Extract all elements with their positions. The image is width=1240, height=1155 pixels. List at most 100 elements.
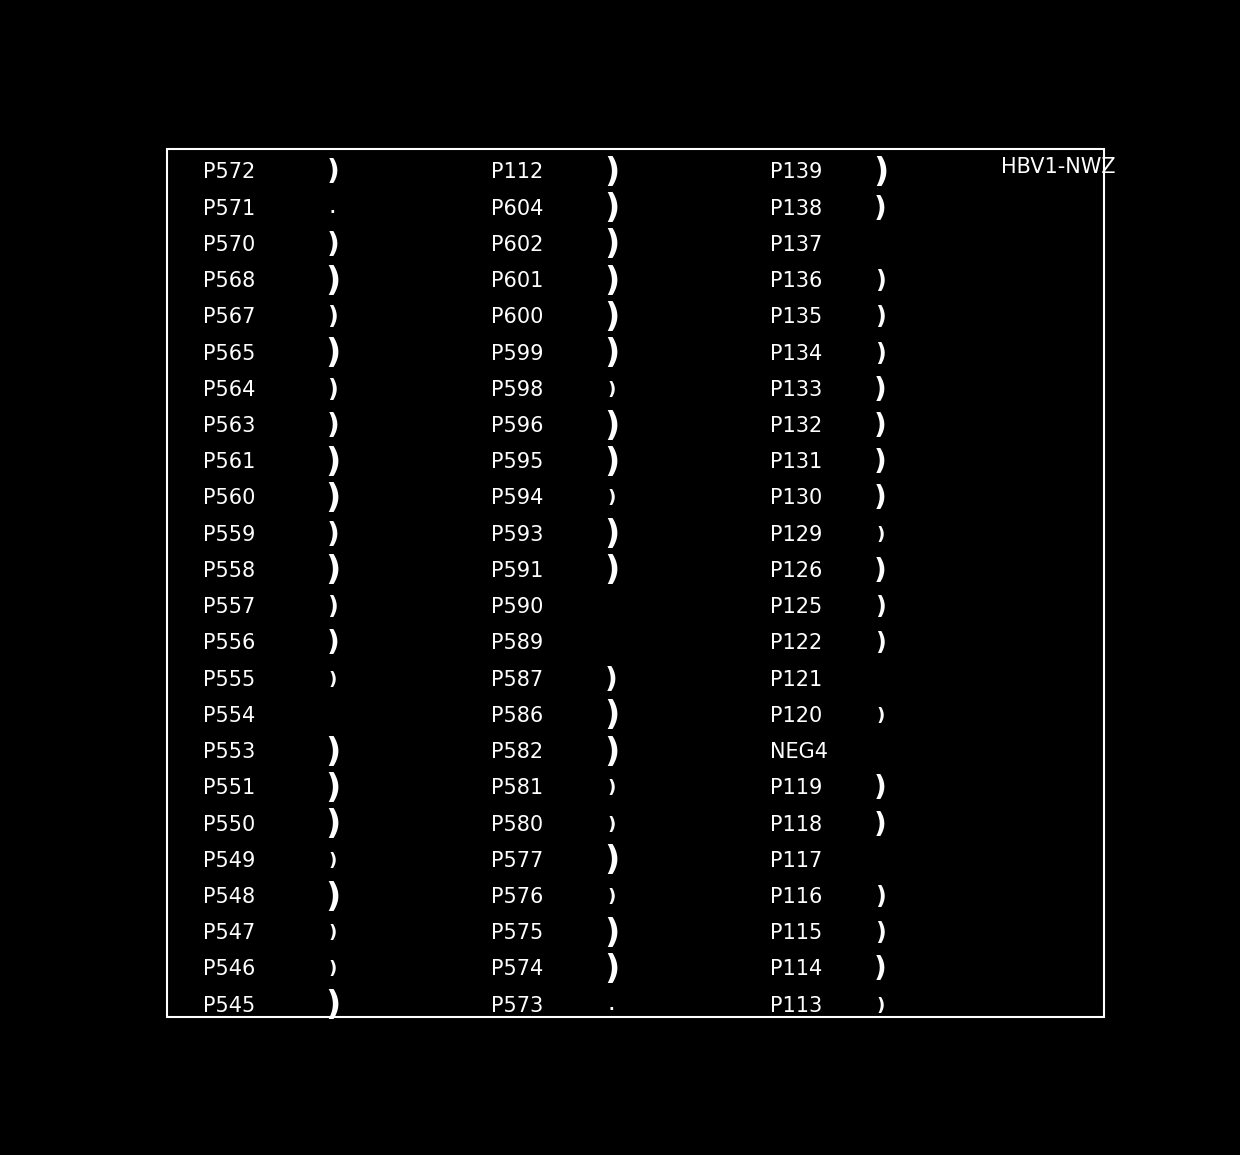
Text: P591: P591 — [491, 561, 543, 581]
Text: ): ) — [329, 851, 337, 870]
Text: .: . — [330, 201, 336, 216]
Text: P134: P134 — [770, 343, 822, 364]
Text: P548: P548 — [203, 887, 255, 907]
Text: P557: P557 — [203, 597, 255, 617]
Text: P129: P129 — [770, 524, 822, 545]
Text: P117: P117 — [770, 851, 822, 871]
Text: P132: P132 — [770, 416, 822, 437]
Text: ): ) — [608, 780, 615, 797]
Text: P575: P575 — [491, 923, 543, 944]
Text: ): ) — [877, 526, 884, 544]
Text: P596: P596 — [491, 416, 544, 437]
Text: ): ) — [326, 521, 340, 549]
Text: P568: P568 — [203, 271, 255, 291]
Text: P571: P571 — [203, 199, 255, 218]
Text: ): ) — [875, 342, 885, 365]
Text: ): ) — [325, 446, 341, 478]
Text: ): ) — [608, 381, 615, 398]
Text: ): ) — [327, 305, 339, 329]
Text: ): ) — [325, 264, 341, 298]
Text: ): ) — [325, 880, 341, 914]
Text: ): ) — [604, 264, 619, 298]
Text: P546: P546 — [203, 960, 255, 979]
Text: P118: P118 — [770, 814, 822, 835]
Text: ): ) — [875, 632, 885, 655]
Text: P570: P570 — [203, 234, 255, 255]
Text: P580: P580 — [491, 814, 543, 835]
Text: ): ) — [326, 412, 340, 440]
Text: ): ) — [326, 629, 340, 657]
Text: P551: P551 — [203, 778, 255, 798]
Text: P545: P545 — [203, 996, 255, 1015]
Text: ): ) — [604, 554, 619, 588]
Text: P130: P130 — [770, 489, 822, 508]
Text: ): ) — [325, 989, 341, 1022]
Text: ): ) — [608, 815, 615, 834]
Text: P558: P558 — [203, 561, 255, 581]
Text: P550: P550 — [203, 814, 255, 835]
Text: P555: P555 — [203, 670, 255, 690]
Text: P601: P601 — [491, 271, 543, 291]
Text: P135: P135 — [770, 307, 822, 327]
Text: P126: P126 — [770, 561, 822, 581]
Text: ): ) — [873, 156, 888, 189]
Text: HBV1-NWZ: HBV1-NWZ — [1001, 157, 1115, 177]
Text: P131: P131 — [770, 453, 822, 472]
Text: P587: P587 — [491, 670, 543, 690]
Text: ): ) — [604, 736, 619, 768]
Text: ): ) — [874, 412, 887, 440]
Text: ): ) — [604, 953, 619, 986]
Text: P112: P112 — [491, 163, 543, 182]
Text: ): ) — [604, 300, 619, 334]
Text: P125: P125 — [770, 597, 822, 617]
Text: ): ) — [874, 484, 887, 513]
Text: ): ) — [326, 158, 340, 186]
Text: P136: P136 — [770, 271, 822, 291]
Text: P115: P115 — [770, 923, 822, 944]
Text: ): ) — [325, 772, 341, 805]
Text: P572: P572 — [203, 163, 255, 182]
Text: ): ) — [327, 595, 339, 619]
Text: ): ) — [608, 490, 615, 507]
Text: ): ) — [329, 671, 337, 688]
Text: P138: P138 — [770, 199, 822, 218]
Text: ): ) — [604, 337, 619, 370]
Text: ): ) — [326, 231, 340, 259]
Text: ): ) — [604, 917, 619, 949]
Text: P561: P561 — [203, 453, 255, 472]
Text: P594: P594 — [491, 489, 543, 508]
Text: P604: P604 — [491, 199, 543, 218]
Text: ): ) — [874, 557, 887, 584]
Text: P565: P565 — [203, 343, 255, 364]
Text: ): ) — [874, 774, 887, 803]
Text: P554: P554 — [203, 706, 255, 725]
Text: ): ) — [325, 554, 341, 588]
Text: ): ) — [604, 519, 619, 551]
Text: ): ) — [877, 997, 884, 1015]
Text: P593: P593 — [491, 524, 543, 545]
Text: P574: P574 — [491, 960, 543, 979]
Text: ): ) — [604, 192, 619, 225]
Text: P113: P113 — [770, 996, 822, 1015]
Text: ): ) — [608, 888, 615, 906]
Text: ): ) — [875, 269, 885, 293]
Text: ): ) — [874, 955, 887, 984]
Text: ): ) — [327, 378, 339, 402]
Text: P598: P598 — [491, 380, 543, 400]
Text: P589: P589 — [491, 633, 543, 654]
Text: P553: P553 — [203, 743, 255, 762]
Text: P119: P119 — [770, 778, 822, 798]
Text: ): ) — [604, 700, 619, 732]
Text: P122: P122 — [770, 633, 822, 654]
Text: ): ) — [604, 844, 619, 878]
Text: P559: P559 — [203, 524, 255, 545]
Text: P133: P133 — [770, 380, 822, 400]
Text: ): ) — [604, 229, 619, 261]
Text: ): ) — [874, 375, 887, 404]
Text: P139: P139 — [770, 163, 822, 182]
Text: P121: P121 — [770, 670, 822, 690]
Text: ): ) — [605, 665, 618, 694]
Text: P573: P573 — [491, 996, 543, 1015]
Text: ): ) — [875, 922, 885, 945]
Text: NEG4: NEG4 — [770, 743, 828, 762]
